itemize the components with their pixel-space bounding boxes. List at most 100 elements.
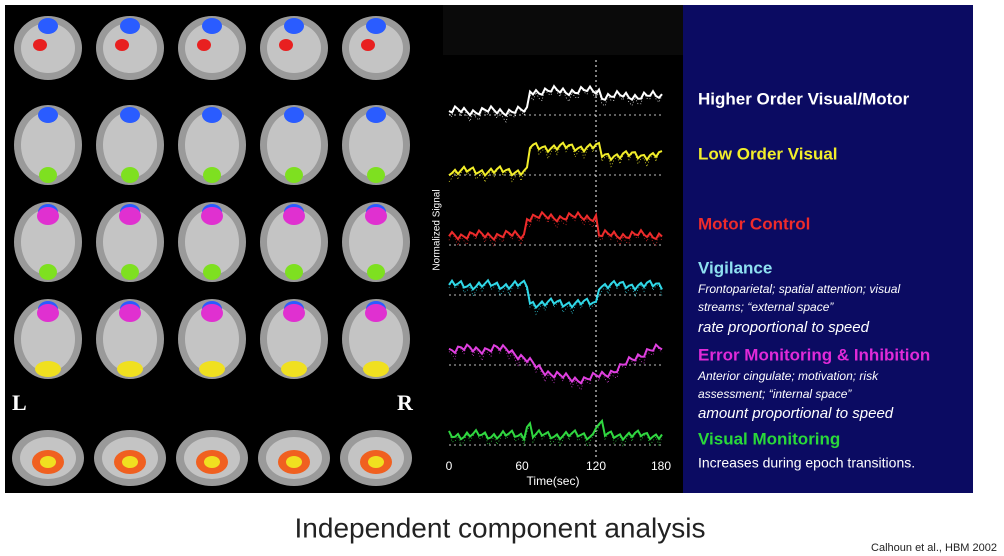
component-name: Low Order Visual [698,144,838,163]
brain-inner [349,306,403,372]
brain-inner [21,306,75,372]
blob [119,304,141,322]
brain-inner [349,209,403,275]
blob [361,39,375,51]
component-description: Frontoparietal; spatial attention; visua… [698,282,900,296]
blob [365,207,387,225]
blob [285,264,303,280]
trace-noise [448,419,663,448]
brain-inner [267,112,321,178]
trace [448,278,663,310]
brain-inner [267,306,321,372]
blob [199,361,225,377]
blob [119,207,141,225]
x-axis-label: Time(sec) [527,474,580,488]
blob [202,107,222,123]
component-description: Increases during epoch transitions. [698,455,915,471]
blob [283,304,305,322]
blob [368,456,384,468]
plot-header [443,5,683,55]
trace [448,84,663,117]
blob [121,264,139,280]
component-name: Vigilance [698,258,772,277]
blob [115,39,129,51]
component-name: Higher Order Visual/Motor [698,89,910,108]
brain-slices [12,16,412,486]
trace [448,343,663,385]
trace [448,418,663,443]
brain-inner [267,23,321,73]
blob [203,167,221,183]
brain-inner [185,209,239,275]
blob [286,456,302,468]
blob [37,207,59,225]
blob [284,107,304,123]
blob [285,167,303,183]
blob [39,264,57,280]
trace-noise [448,278,663,316]
blob [366,107,386,123]
x-tick-label: 0 [446,459,453,473]
blob [283,207,305,225]
brain-inner [21,209,75,275]
blob [365,304,387,322]
x-tick-label: 180 [651,459,671,473]
blob [366,18,386,34]
x-tick-label: 120 [586,459,606,473]
blob [202,18,222,34]
right-label: R [397,390,414,415]
brain-inner [103,209,157,275]
brain-inner [103,23,157,73]
brain-inner [103,112,157,178]
blob [120,18,140,34]
blob [201,304,223,322]
time-courses [448,84,664,448]
blob [35,361,61,377]
left-label: L [12,390,27,415]
component-description: amount proportional to speed [698,405,894,422]
brain-inner [349,112,403,178]
component-name: Error Monitoring & Inhibition [698,345,930,364]
brain-inner [349,23,403,73]
blob [363,361,389,377]
blob [120,107,140,123]
component-name: Visual Monitoring [698,429,840,448]
component-description: Anterior cingulate; motivation; risk [697,369,879,383]
blob [367,167,385,183]
blob [201,207,223,225]
brain-inner [267,209,321,275]
label-panel [683,5,973,493]
blob [38,107,58,123]
brain-inner [185,112,239,178]
component-description: assessment; “internal space” [698,387,852,401]
brain-inner [21,23,75,73]
blob [203,264,221,280]
blob [204,456,220,468]
y-axis-label: Normalized Signal [432,189,443,270]
blob [38,18,58,34]
plot-panel [441,5,683,493]
blob [281,361,307,377]
brain-inner [185,306,239,372]
component-description: streams; “external space” [698,300,834,314]
trace-noise [448,210,663,248]
blob [39,167,57,183]
blob [367,264,385,280]
blob [279,39,293,51]
trace-noise [448,141,663,184]
trace [448,210,663,242]
blob [33,39,47,51]
component-description: rate proportional to speed [698,319,870,336]
x-tick-label: 60 [515,459,529,473]
blob [122,456,138,468]
component-name: Motor Control [698,214,810,233]
blob [117,361,143,377]
citation: Calhoun et al., HBM 2002 [871,542,997,554]
blob [37,304,59,322]
blob [197,39,211,51]
brain-inner [103,306,157,372]
brain-inner [185,23,239,73]
blob [284,18,304,34]
